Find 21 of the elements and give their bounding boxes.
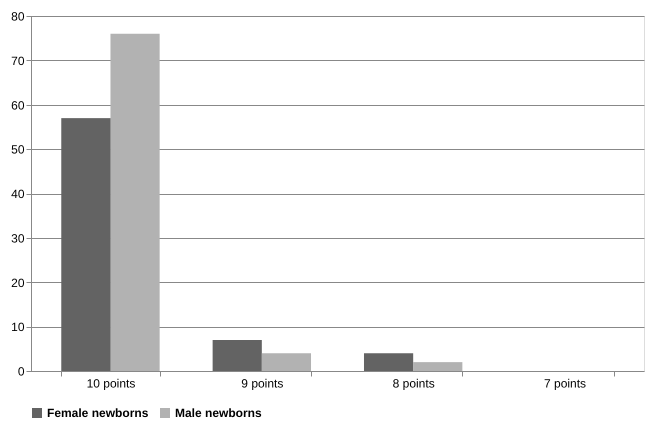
y-tick-label: 40: [11, 187, 25, 201]
legend-label: Male newborns: [175, 406, 262, 420]
y-tick-label: 0: [18, 364, 25, 378]
x-tick-label: 8 points: [392, 376, 435, 390]
y-tick-label: 60: [11, 98, 25, 112]
y-tick-label: 30: [11, 231, 25, 246]
bar: [61, 118, 110, 371]
x-tick-label: 9 points: [241, 376, 284, 390]
bar: [262, 353, 312, 371]
y-tick-label: 50: [11, 142, 25, 157]
bar: [212, 340, 262, 371]
legend-label: Female newborns: [47, 406, 149, 420]
y-tick-label: 70: [11, 54, 25, 68]
bar: [110, 34, 160, 371]
bar: [413, 362, 462, 371]
y-tick-label: 80: [11, 10, 25, 24]
x-tick-label: 7 points: [544, 376, 586, 390]
x-tick-label: 10 points: [86, 376, 136, 390]
y-tick-label: 20: [11, 276, 25, 290]
bar: [364, 353, 414, 371]
y-tick-label: 10: [11, 320, 25, 334]
